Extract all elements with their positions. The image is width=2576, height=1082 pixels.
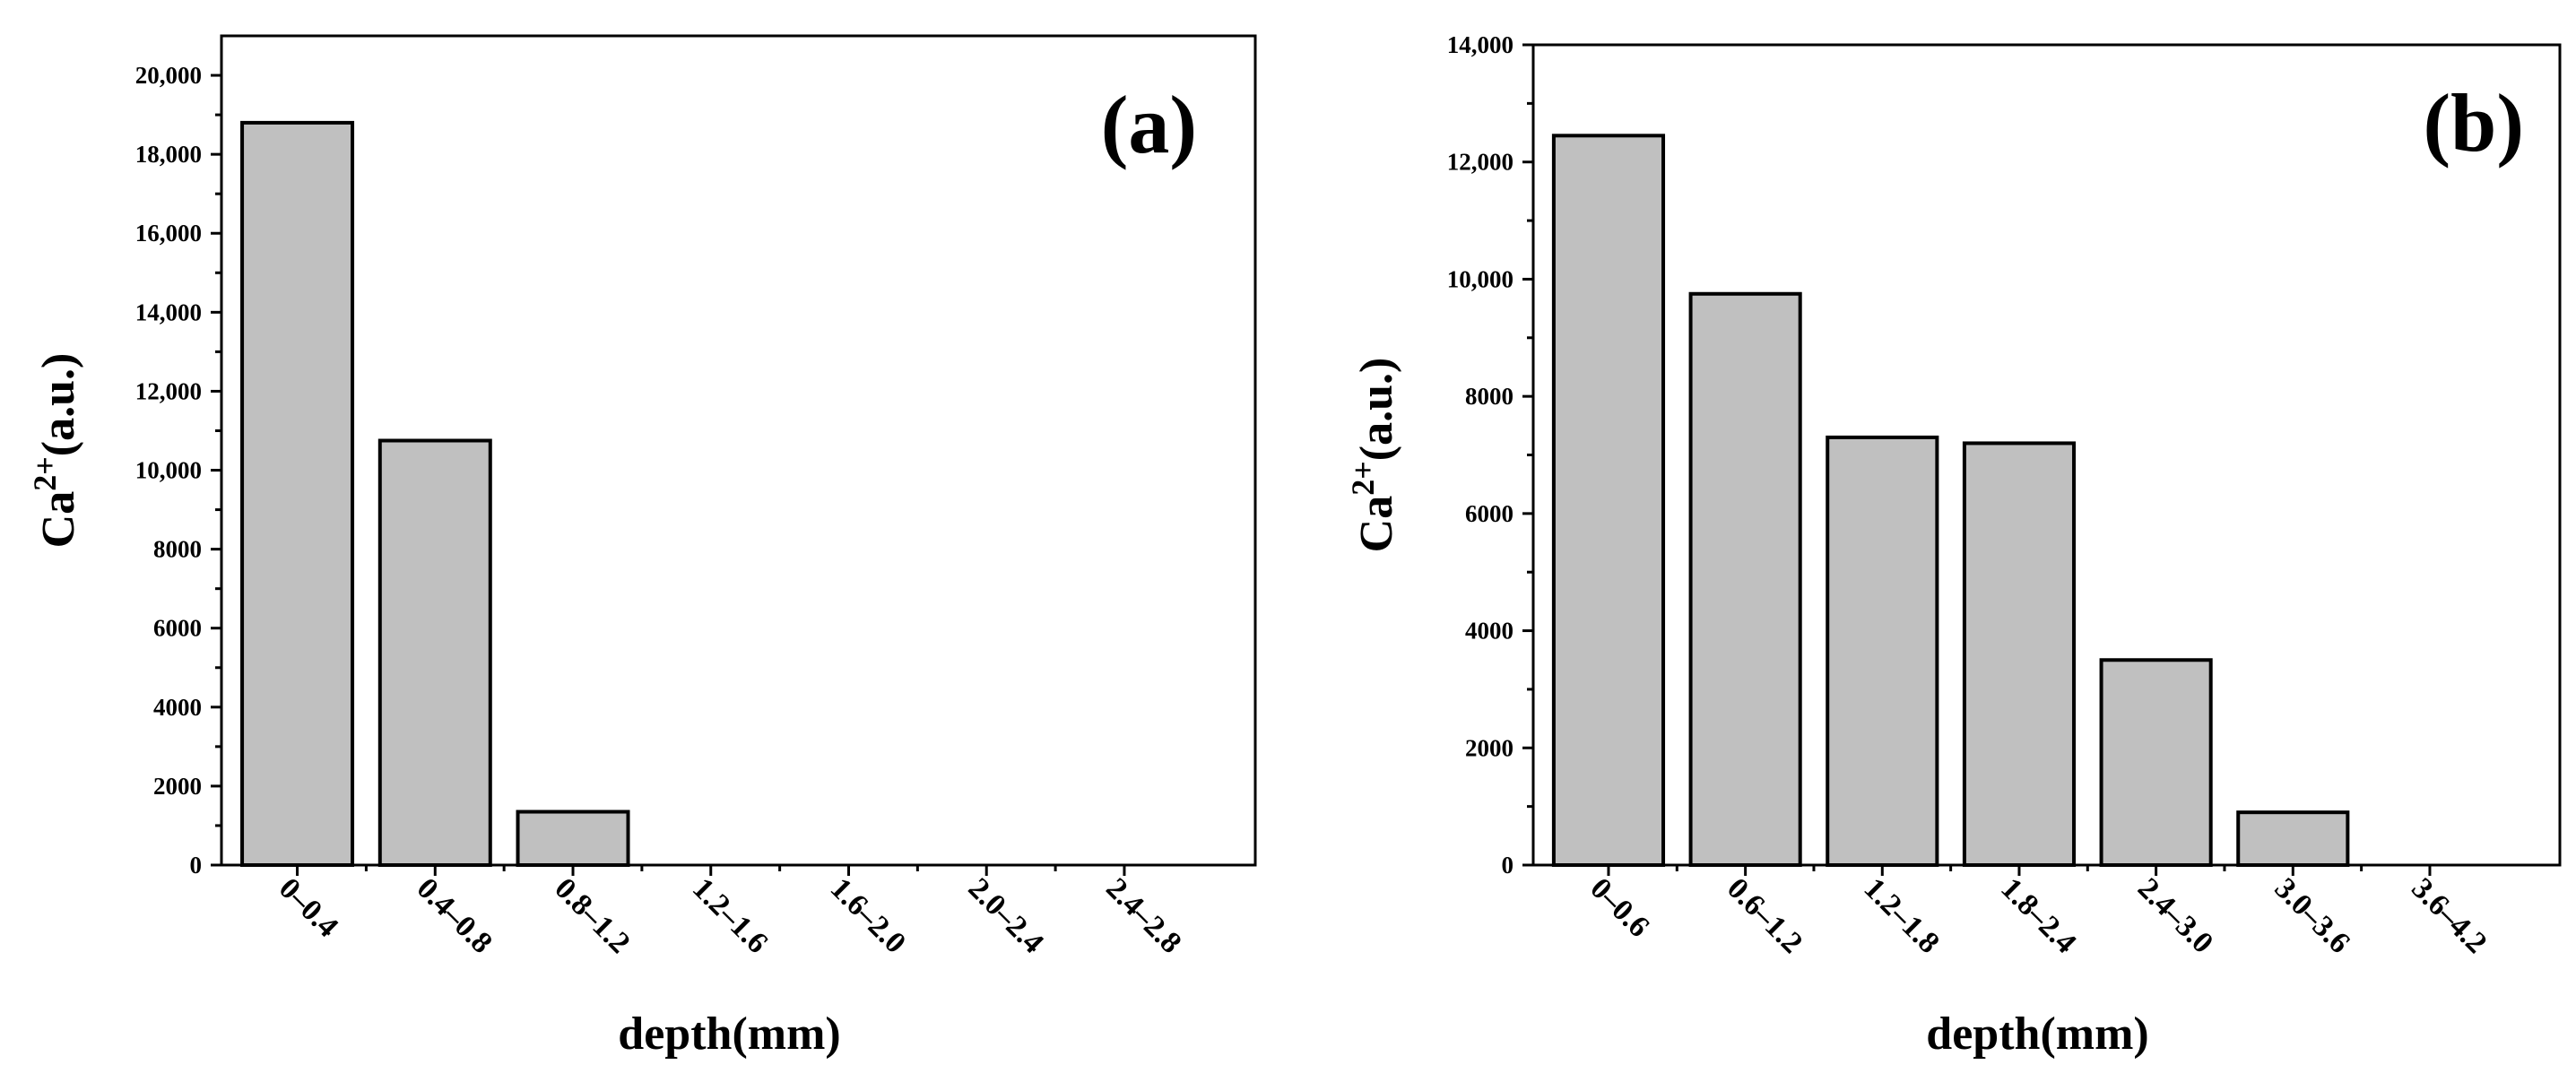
x-tick-label-a-3: 1.2–1.6 bbox=[686, 871, 774, 959]
x-tick-label-b-5: 3.0–3.6 bbox=[2268, 871, 2356, 959]
bars-a bbox=[240, 120, 630, 867]
x-tick-label-a-2: 0.8–1.2 bbox=[548, 871, 636, 959]
y-title-sup-b: 2+ bbox=[1345, 461, 1381, 496]
x-tick-label-b-4: 2.4–3.0 bbox=[2131, 871, 2219, 959]
y-title-sup-a: 2+ bbox=[27, 456, 63, 491]
x-axis-b: 0–0.6 0.6–1.2 1.2–1.8 1.8–2.4 2.4–3.0 3.0–3.6… bbox=[1583, 865, 2494, 960]
y-tick-label-a-4: 8000 bbox=[153, 536, 202, 563]
bar-a-3 bbox=[516, 809, 630, 867]
y-tick-label-b-4: 8000 bbox=[1465, 383, 1514, 410]
x-axis-title-b: depth(mm) bbox=[1926, 1008, 2148, 1060]
y-tick-label-a-2: 4000 bbox=[153, 694, 202, 721]
y-axis-b: 0 2000 4000 6000 8000 10,000 12,000 14,000 bbox=[1447, 31, 1533, 879]
y-tick-label-a-1: 2000 bbox=[153, 773, 202, 800]
y-tick-label-a-10: 20,000 bbox=[135, 62, 202, 89]
y-tick-label-a-0: 0 bbox=[190, 852, 203, 879]
plot-frame-a bbox=[220, 34, 1257, 867]
x-tick-label-b-2: 1.2–1.8 bbox=[1858, 871, 1946, 959]
y-tick-label-b-6: 12,000 bbox=[1447, 149, 1514, 176]
bar-b-6 bbox=[2236, 810, 2350, 868]
y-tick-label-a-7: 14,000 bbox=[135, 299, 202, 325]
y-tick-label-b-7: 14,000 bbox=[1447, 31, 1514, 58]
bar-b-4 bbox=[1962, 441, 2077, 867]
bar-b-2 bbox=[1688, 291, 1802, 867]
bars-b bbox=[1551, 134, 2350, 868]
x-tick-label-a-1: 0.4–0.8 bbox=[411, 871, 499, 959]
chart-panel-a: 0 2000 4000 6000 8000 10,000 12,000 14,000 16,00… bbox=[27, 34, 1257, 1060]
x-tick-label-a-0: 0–0.4 bbox=[273, 871, 344, 943]
bar-a-1 bbox=[240, 120, 355, 867]
x-axis-a: 0–0.4 0.4–0.8 0.8–1.2 1.2–1.6 1.6–2.0 2.0–2.4… bbox=[273, 865, 1188, 960]
y-title-base-b: Ca bbox=[1351, 496, 1402, 553]
y-tick-label-a-9: 18,000 bbox=[135, 141, 202, 168]
y-tick-label-b-5: 10,000 bbox=[1447, 265, 1514, 292]
y-title-base-a: Ca bbox=[33, 491, 84, 549]
x-tick-label-b-3: 1.8–2.4 bbox=[1994, 871, 2082, 959]
bar-b-5 bbox=[2099, 658, 2213, 867]
y-tick-label-b-1: 2000 bbox=[1465, 734, 1514, 761]
y-tick-label-a-8: 16,000 bbox=[135, 220, 202, 247]
bar-b-1 bbox=[1551, 134, 1666, 867]
y-tick-label-b-3: 6000 bbox=[1465, 500, 1514, 527]
x-axis-title-a: depth(mm) bbox=[618, 1008, 840, 1060]
chart-panel-b: 0 2000 4000 6000 8000 10,000 12,000 14,000 0–0.… bbox=[1345, 31, 2562, 1060]
y-axis-title-a: Ca2+(a.u.) bbox=[27, 353, 84, 549]
bar-b-3 bbox=[1826, 435, 1939, 867]
y-title-unit-b: (a.u.) bbox=[1351, 358, 1402, 462]
y-tick-label-a-5: 10,000 bbox=[135, 457, 202, 484]
x-tick-label-a-4: 1.6–2.0 bbox=[824, 871, 912, 959]
panel-label-a: (a) bbox=[1101, 79, 1197, 170]
bar-a-2 bbox=[377, 438, 492, 867]
y-tick-label-a-6: 12,000 bbox=[135, 377, 202, 404]
x-tick-label-b-0: 0–0.6 bbox=[1583, 871, 1655, 943]
y-tick-label-b-0: 0 bbox=[1502, 852, 1514, 879]
y-tick-label-a-3: 6000 bbox=[153, 615, 202, 642]
x-tick-label-a-5: 2.0–2.4 bbox=[962, 871, 1050, 959]
x-tick-label-a-6: 2.4–2.8 bbox=[1099, 871, 1187, 959]
x-tick-label-b-1: 0.6–1.2 bbox=[1721, 871, 1808, 959]
y-axis-title-b: Ca2+(a.u.) bbox=[1345, 358, 1402, 553]
panel-label-b: (b) bbox=[2424, 77, 2524, 169]
x-tick-label-b-6: 3.6–4.2 bbox=[2405, 871, 2493, 959]
y-title-unit-a: (a.u.) bbox=[33, 353, 84, 457]
y-axis-a: 0 2000 4000 6000 8000 10,000 12,000 14,000 16,00… bbox=[135, 62, 221, 879]
y-tick-label-b-2: 4000 bbox=[1465, 618, 1514, 645]
